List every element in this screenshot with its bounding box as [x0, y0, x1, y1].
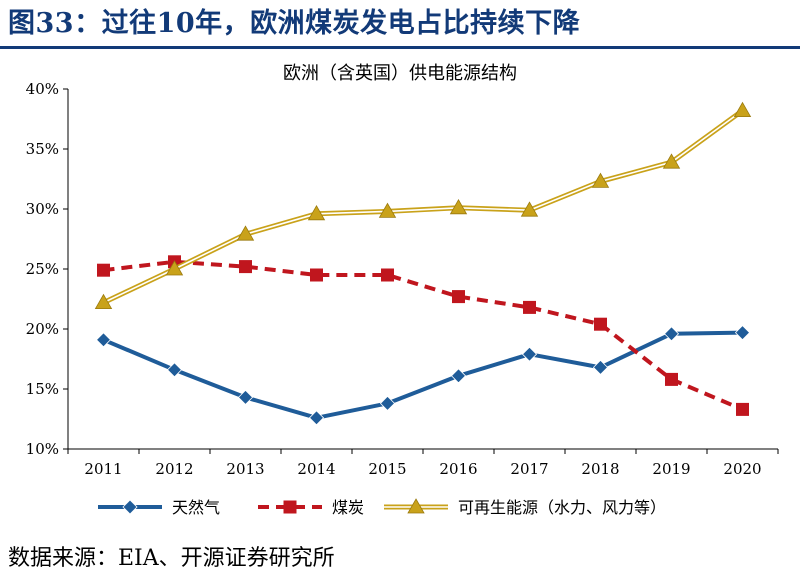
x-tick-label: 2011 [84, 460, 122, 478]
legend-item-renewables: 可再生能源（水力、风力等） [384, 498, 666, 517]
data-source-note: 数据来源：EIA、开源证券研究所 [8, 546, 335, 571]
x-tick-label: 2015 [368, 460, 406, 478]
data-point-natural-gas [592, 359, 609, 375]
legend-label-renewables: 可再生能源（水力、风力等） [458, 498, 666, 517]
data-point-natural-gas [663, 326, 680, 342]
data-point-coal [239, 260, 252, 274]
legend-label-natural-gas: 天然气 [172, 498, 220, 517]
data-point-natural-gas [450, 368, 467, 384]
data-point-natural-gas [166, 362, 183, 378]
series-renewables [94, 101, 752, 310]
x-tick-label: 2017 [510, 460, 548, 478]
data-point-renewables [378, 202, 397, 218]
data-point-coal [97, 263, 110, 277]
y-tick-label: 20% [26, 320, 59, 338]
data-point-natural-gas [95, 332, 112, 348]
data-point-renewables [236, 225, 255, 241]
data-point-renewables [520, 201, 539, 217]
title-divider [0, 46, 800, 49]
series-line-coal [103, 259, 744, 412]
x-tick-label: 2018 [581, 460, 619, 478]
legend-marker-natural-gas [122, 499, 138, 515]
data-point-natural-gas [734, 325, 751, 341]
series-coal [97, 255, 749, 416]
data-point-coal [452, 290, 465, 304]
data-point-renewables [733, 101, 752, 117]
legend-marker-renewables [407, 498, 425, 514]
x-tick-label: 2014 [297, 460, 335, 478]
legend-item-coal: 煤炭 [258, 498, 364, 517]
y-tick-label: 30% [26, 200, 59, 218]
x-tick-label: 2020 [723, 460, 761, 478]
data-point-renewables [94, 293, 113, 310]
data-point-coal [594, 317, 607, 331]
x-tick-label: 2013 [226, 460, 264, 478]
data-point-coal [736, 402, 749, 416]
series-line-natural-gas [102, 330, 743, 420]
line-chart: 欧洲（含英国）供电能源结构 10% 15% 20% 25% 30% 35% 40% 2011 2… [26, 63, 779, 517]
data-point-renewables [662, 153, 681, 169]
data-point-natural-gas [237, 389, 254, 405]
y-tick-label: 15% [26, 380, 59, 398]
y-tick-label: 10% [26, 440, 59, 458]
legend-marker-coal [283, 500, 297, 514]
data-point-natural-gas [308, 410, 325, 426]
y-tick-label: 40% [26, 80, 59, 98]
x-tick-label: 2019 [652, 460, 690, 478]
x-tick-label: 2012 [155, 460, 193, 478]
legend-item-natural-gas: 天然气 [98, 498, 220, 517]
data-point-natural-gas [379, 395, 396, 411]
legend-label-coal: 煤炭 [332, 498, 364, 517]
data-point-coal [523, 300, 536, 314]
data-point-natural-gas [521, 346, 538, 362]
y-tick-label: 35% [26, 140, 59, 158]
figure-title: 图33：过往10年，欧洲煤炭发电占比持续下降 [8, 8, 581, 39]
series-line-renewables [102, 108, 744, 305]
data-point-coal [665, 372, 678, 386]
data-point-renewables [165, 260, 184, 276]
data-point-renewables [591, 172, 610, 188]
series-line-renewables-inner [103, 109, 743, 304]
data-point-coal [381, 268, 394, 282]
data-point-coal [310, 268, 323, 282]
series-natural-gas [95, 325, 751, 426]
chart-title: 欧洲（含英国）供电能源结构 [283, 63, 517, 84]
x-tick-label: 2016 [439, 460, 477, 478]
data-point-renewables [307, 204, 326, 221]
y-tick-label: 25% [26, 260, 59, 278]
data-point-renewables [449, 198, 468, 215]
